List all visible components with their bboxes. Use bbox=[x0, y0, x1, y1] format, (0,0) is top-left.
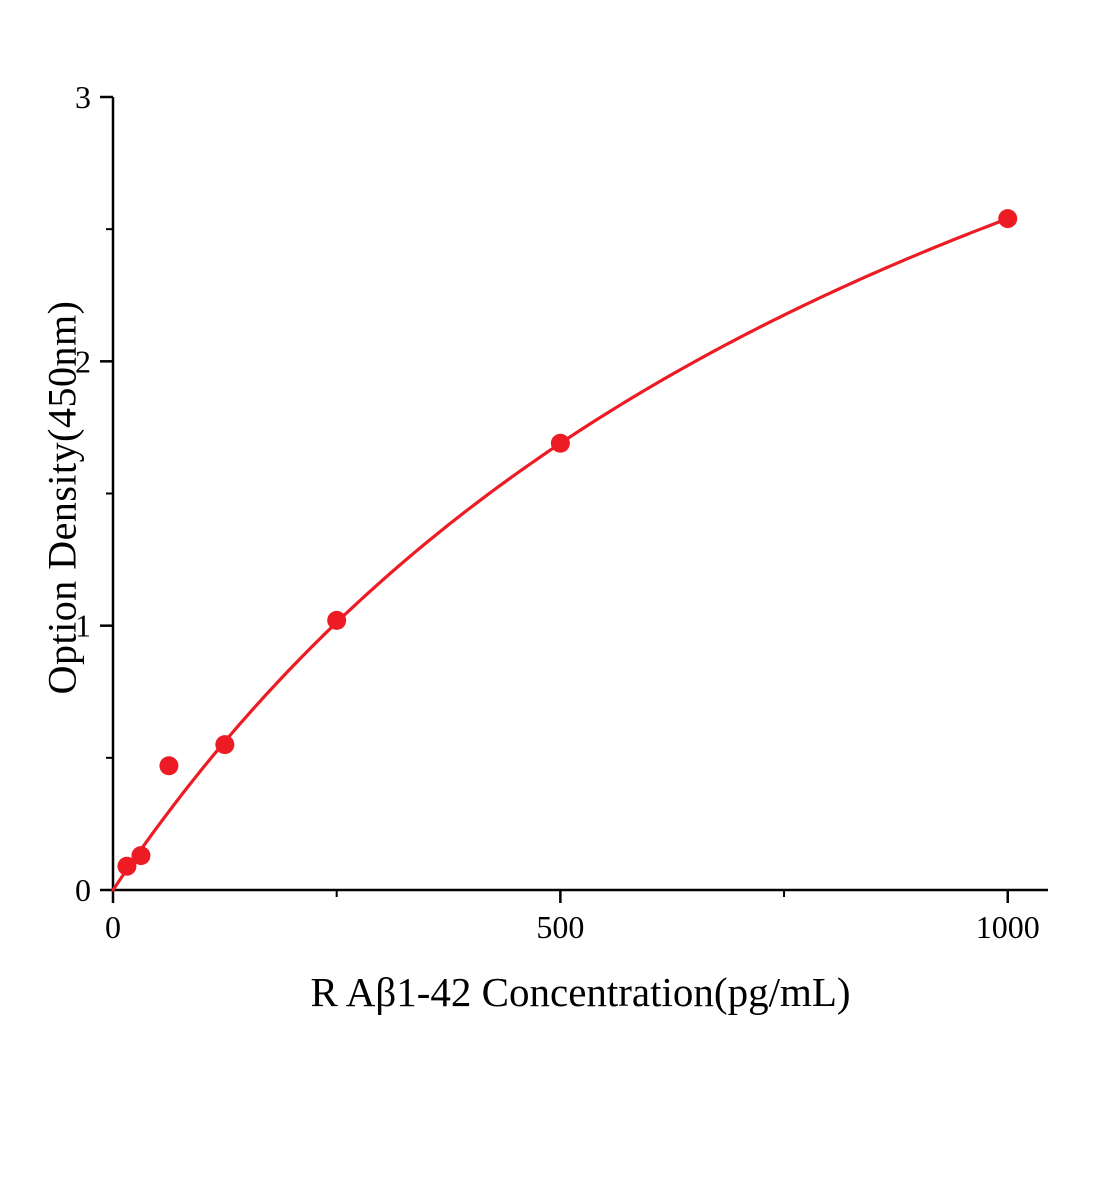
x-tick-label: 500 bbox=[536, 909, 584, 945]
x-tick-label: 0 bbox=[105, 909, 121, 945]
y-tick-label: 0 bbox=[75, 872, 91, 908]
data-point bbox=[998, 209, 1018, 229]
x-axis-title: R Aβ1-42 Concentration(pg/mL) bbox=[310, 969, 851, 1015]
data-point bbox=[159, 756, 179, 776]
data-point bbox=[550, 433, 570, 453]
y-tick-label: 1 bbox=[75, 608, 91, 644]
data-point bbox=[131, 846, 151, 866]
y-tick-label: 2 bbox=[75, 343, 91, 379]
y-tick-label: 3 bbox=[75, 79, 91, 115]
data-point bbox=[117, 856, 137, 876]
fit-curve bbox=[111, 217, 1010, 892]
data-point bbox=[215, 735, 235, 755]
y-axis-title: Option Density(450nm) bbox=[39, 300, 85, 695]
data-point bbox=[327, 610, 347, 630]
x-tick-label: 1000 bbox=[976, 909, 1040, 945]
